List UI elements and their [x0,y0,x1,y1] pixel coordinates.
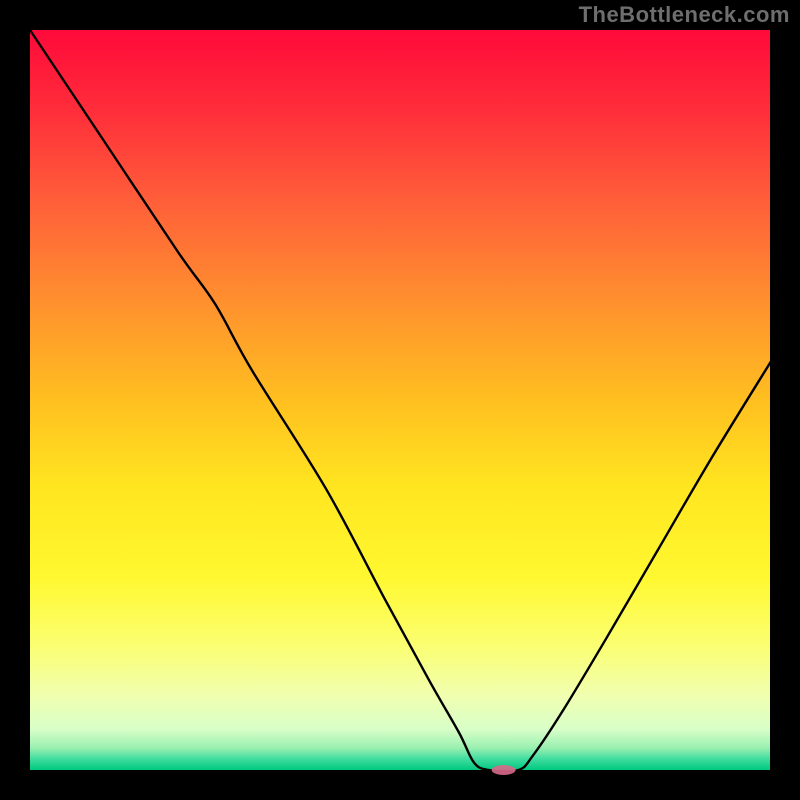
watermark-text: TheBottleneck.com [579,2,790,28]
optimum-marker [492,765,516,775]
chart-svg [0,0,800,800]
plot-background [30,30,770,770]
chart-stage: TheBottleneck.com [0,0,800,800]
